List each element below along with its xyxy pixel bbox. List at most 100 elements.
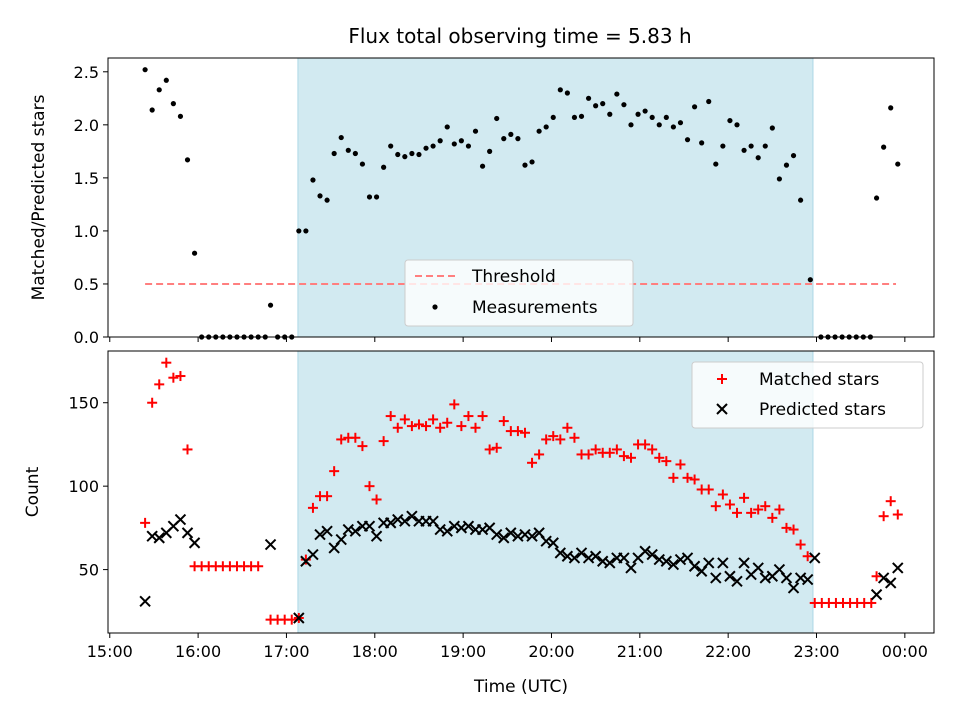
- predicted-star-point: [547, 537, 559, 549]
- predicted-star-point: [589, 550, 602, 562]
- measurement-point: [642, 108, 648, 114]
- measurement-point: [755, 155, 761, 161]
- measurement-point: [663, 114, 669, 121]
- measurement-point: [628, 122, 634, 128]
- predicted-star-point: [892, 562, 904, 574]
- cross-b: [582, 552, 595, 564]
- predicted-star-point: [505, 527, 517, 539]
- bottom-y-axis-label: Count: [23, 466, 43, 517]
- top-y-tick-label: 0.5: [74, 275, 99, 294]
- predicted-star-point: [188, 537, 201, 549]
- cross-b: [681, 552, 694, 564]
- matched-star-point: [392, 422, 403, 433]
- matched-star-point: [307, 502, 318, 513]
- cross-b: [526, 530, 538, 542]
- measurement-point: [303, 228, 309, 234]
- predicted-star-point: [153, 532, 165, 544]
- cross-b: [716, 403, 728, 415]
- predicted-star-point: [710, 572, 722, 584]
- cross-b: [773, 563, 786, 576]
- measurement-point: [734, 122, 740, 128]
- measurement-point: [536, 128, 542, 134]
- measurement-point: [395, 151, 401, 158]
- x-tick-label: 21:00: [617, 642, 663, 661]
- measurement-point: [769, 125, 775, 131]
- cross-b: [363, 520, 376, 532]
- predicted-star-point: [717, 557, 729, 569]
- x-tick-label: 00:00: [882, 642, 928, 661]
- measurement-point: [550, 114, 556, 121]
- measurement-point: [776, 176, 783, 182]
- matched-star-point: [286, 614, 297, 625]
- cross-b: [787, 582, 800, 594]
- matched-star-point: [739, 492, 750, 503]
- top-legend-box: [404, 259, 634, 327]
- cross-b: [885, 577, 897, 589]
- measurement-point: [748, 143, 754, 149]
- measurement-point: [762, 143, 768, 149]
- cross-b: [335, 533, 347, 546]
- matched-star-point: [491, 442, 502, 453]
- top-y-tick-label: 1.0: [74, 222, 99, 241]
- x-tick-label: 16:00: [175, 642, 221, 661]
- legend-plus-marker: [717, 374, 727, 384]
- predicted-stars-layer: [139, 510, 904, 624]
- cross-b: [462, 520, 475, 532]
- measurement-point: [184, 157, 191, 163]
- cross-b: [153, 532, 165, 544]
- predicted-star-point: [724, 570, 736, 582]
- matched-star-point: [456, 421, 467, 432]
- measurement-point: [501, 136, 507, 142]
- measurement-point: [600, 101, 606, 107]
- cross-b: [427, 515, 439, 527]
- legend-predicted-swatch: [716, 403, 728, 415]
- cross-b: [759, 572, 771, 584]
- measurement-point: [267, 302, 274, 308]
- cross-b: [877, 572, 890, 584]
- measurement-point: [487, 148, 493, 154]
- matched-star-point: [413, 419, 424, 430]
- measurement-point: [331, 150, 337, 157]
- cross-b: [547, 537, 559, 549]
- x-tick-label: 18:00: [352, 642, 398, 661]
- cross-b: [674, 553, 687, 566]
- measurement-point: [614, 91, 620, 97]
- predicted-star-point: [604, 557, 616, 569]
- matched-star-point: [161, 357, 172, 368]
- measurement-point: [472, 128, 479, 134]
- measurement-point: [366, 194, 373, 200]
- predicted-star-point: [314, 528, 326, 541]
- matched-star-point: [477, 411, 488, 422]
- matched-star-point: [484, 444, 495, 455]
- measurement-point: [706, 98, 712, 105]
- predicted-star-point: [181, 527, 194, 539]
- x-tick-label: 22:00: [705, 642, 751, 661]
- measurement-point: [557, 87, 563, 93]
- measurement-point: [409, 150, 415, 157]
- matched-star-point: [654, 452, 665, 463]
- predicted-star-point: [752, 562, 764, 574]
- matched-star-point: [350, 432, 361, 443]
- cross-b: [498, 532, 510, 544]
- measurement-point: [338, 134, 344, 141]
- matched-star-point: [406, 421, 417, 432]
- matched-star-point: [421, 421, 432, 432]
- cross-b: [321, 525, 333, 537]
- measurement-point: [895, 161, 901, 167]
- measurement-point: [881, 144, 887, 150]
- x-tick-label: 15:00: [87, 642, 133, 661]
- predicted-star-point: [738, 557, 750, 569]
- measurement-point: [543, 124, 549, 130]
- predicted-star-point: [490, 528, 503, 541]
- predicted-star-point: [554, 547, 567, 559]
- matched-star-point: [168, 372, 179, 383]
- predicted-star-point: [667, 558, 680, 571]
- measurement-point: [156, 87, 162, 93]
- top-y-tick-label: 2.0: [74, 116, 99, 135]
- cross-b: [505, 527, 517, 539]
- predicted-star-point: [801, 573, 814, 586]
- predicted-star-point: [307, 548, 319, 561]
- predicted-star-point: [370, 530, 383, 542]
- matched-star-point: [336, 434, 347, 445]
- matched-star-point: [527, 457, 538, 468]
